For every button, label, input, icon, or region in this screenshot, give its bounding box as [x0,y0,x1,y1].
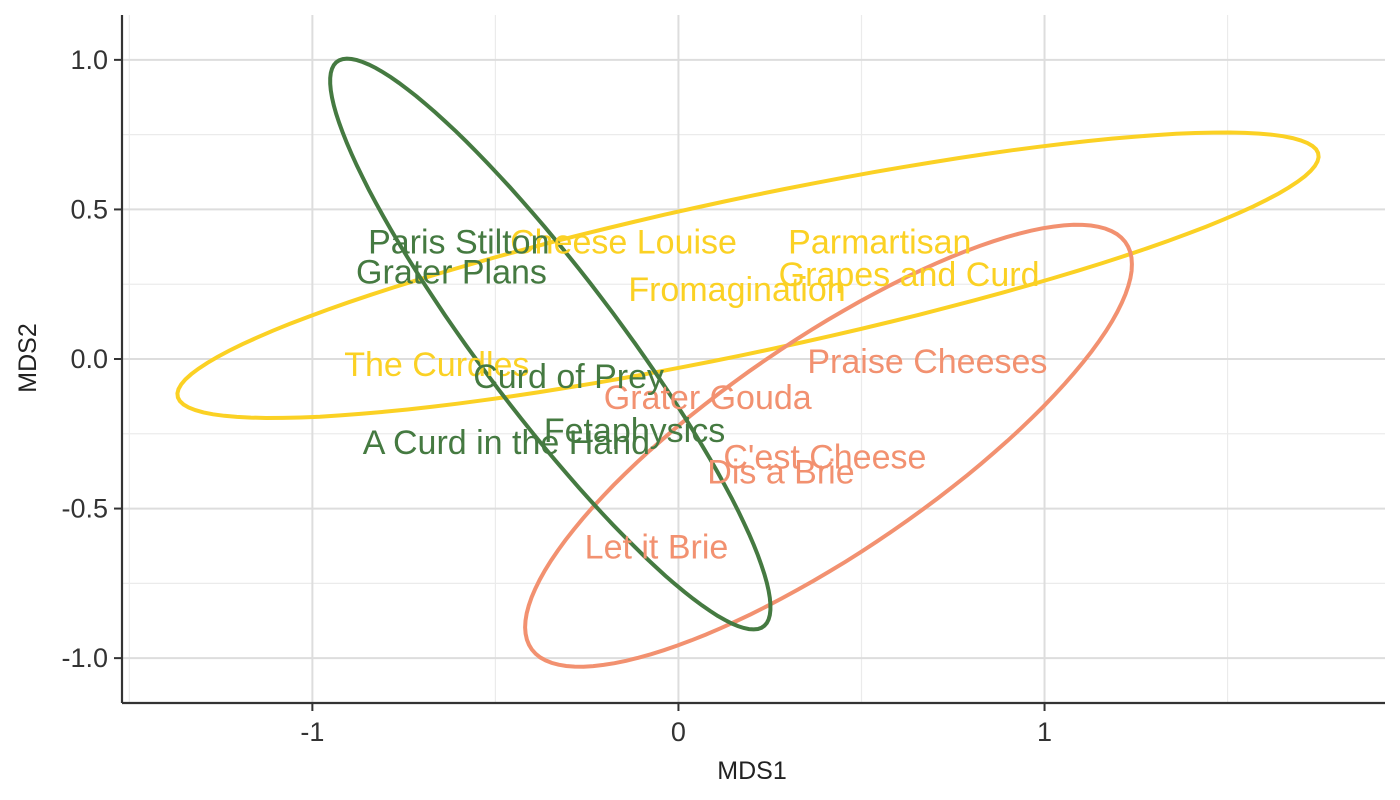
point-label-curd-of-prey: Curd of Prey [473,358,664,396]
point-label-c-est-cheese: C'est Cheese [723,439,926,477]
major-grid [122,15,1385,703]
y-axis-title: MDS2 [14,323,42,392]
point-label-praise-cheeses: Praise Cheeses [807,343,1047,381]
point-label-the-curdles: The Curdles [344,346,529,384]
y-tick-label: 1.0 [70,45,108,75]
group-ellipses [175,56,1321,669]
y-tick-label: -1.0 [61,643,108,673]
point-label-grater-plans: Grater Plans [356,253,547,291]
point-label-grapes-and-curd: Grapes and Curd [779,256,1040,294]
group-ellipse-1 [175,130,1321,421]
point-label-fromagination: Fromagination [628,271,845,309]
point-label-dis-a-brie: Dis a Brie [707,454,854,492]
point-label-grater-gouda: Grater Gouda [604,379,812,417]
y-tick-label: 0.0 [70,344,108,374]
y-tick-label: 0.5 [70,194,108,224]
point-label-parmartisan: Parmartisan [788,223,971,261]
point-label-paris-stilton: Paris Stilton [368,223,549,261]
x-tick-label: -1 [300,717,324,747]
x-tick-label: 0 [671,717,686,747]
point-label-cheese-louise: Cheese Louise [510,223,737,261]
axes: -1 0 1 -1.0 -0.5 0.0 0.5 1.0 [61,15,1385,747]
point-label-a-curd-in-the-hand: A Curd in the Hand [363,424,650,462]
point-label-let-it-brie: Let it Brie [585,528,729,566]
y-tick-label: -0.5 [61,494,108,524]
group-ellipse-2 [523,222,1134,669]
x-axis-title: MDS1 [717,757,786,785]
point-label-fetaphysics: Fetaphysics [544,412,725,450]
x-tick-label: 1 [1037,717,1052,747]
group-ellipse-3 [328,56,773,632]
minor-grid [122,15,1385,703]
